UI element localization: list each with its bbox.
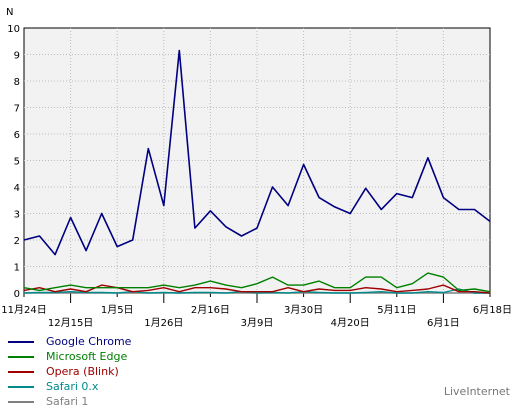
legend-label-safari1: Safari 1 <box>46 395 89 408</box>
y-tick-label: 2 <box>14 236 20 247</box>
y-tick-label: 9 <box>14 51 20 62</box>
y-axis-label: N <box>6 7 13 18</box>
legend: Google Chrome Microsoft Edge Opera (Blin… <box>8 334 131 409</box>
y-tick-label: 7 <box>14 104 20 115</box>
series-line-microsoft-edge <box>23 272 491 293</box>
legend-swatch-edge <box>8 355 34 358</box>
legend-swatch-safari1 <box>8 400 34 403</box>
x-tick-label: 11月24日 <box>1 304 46 316</box>
x-tick-label: 3月30日 <box>284 304 323 316</box>
y-tick-label: 10 <box>7 24 20 35</box>
legend-swatch-opera <box>8 370 34 373</box>
y-tick-label: 8 <box>14 77 20 88</box>
legend-item-safari0: Safari 0.x <box>8 379 131 394</box>
x-tick-label: 6月1日 <box>427 317 460 329</box>
x-tick-label: 2月16日 <box>191 304 230 316</box>
watermark-liveinternet: LiveInternet <box>443 385 510 398</box>
y-tick-label: 3 <box>14 210 20 221</box>
legend-label-chrome: Google Chrome <box>46 335 132 348</box>
legend-item-safari1: Safari 1 <box>8 394 131 409</box>
y-tick-label: 0 <box>14 289 20 300</box>
legend-item-chrome: Google Chrome <box>8 334 131 349</box>
legend-label-safari0: Safari 0.x <box>46 380 99 393</box>
series-line-google-chrome <box>23 49 491 256</box>
x-tick-label: 6月18日 <box>473 304 512 316</box>
series-line-safari-0-x <box>23 288 490 294</box>
legend-label-edge: Microsoft Edge <box>46 350 128 363</box>
y-tick-label: 4 <box>14 183 20 194</box>
y-tick-label: 6 <box>14 130 20 141</box>
legend-swatch-safari0 <box>8 385 34 388</box>
x-tick-label: 4月20日 <box>331 317 370 329</box>
y-tick-label: 5 <box>14 157 20 168</box>
x-tick-label: 3月9日 <box>241 317 274 329</box>
legend-label-opera: Opera (Blink) <box>46 365 119 378</box>
y-tick-label: 1 <box>14 263 20 274</box>
legend-item-edge: Microsoft Edge <box>8 349 131 364</box>
legend-item-opera: Opera (Blink) <box>8 364 131 379</box>
series-lines <box>23 49 491 294</box>
x-tick-label: 1月26日 <box>144 317 183 329</box>
legend-swatch-chrome <box>8 340 34 343</box>
x-tick-label: 1月5日 <box>101 304 134 316</box>
x-tick-label: 5月11日 <box>377 304 416 316</box>
series-line-opera-blink <box>23 284 491 294</box>
x-tick-label: 12月15日 <box>48 317 93 329</box>
grid <box>24 28 490 293</box>
